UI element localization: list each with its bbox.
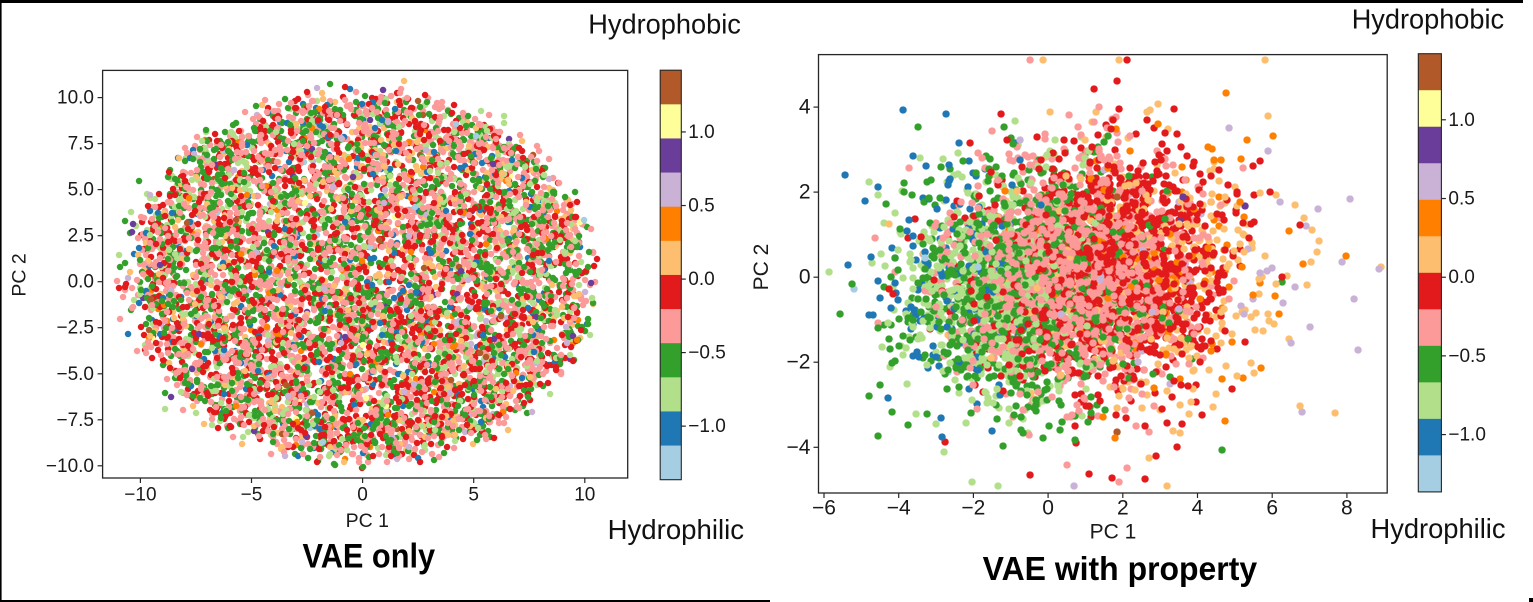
svg-text:5.0: 5.0 — [68, 180, 94, 201]
svg-text:VAE only: VAE only — [303, 538, 436, 576]
svg-text:PC 1: PC 1 — [346, 510, 389, 532]
svg-text:−10.0: −10.0 — [46, 456, 94, 477]
svg-text:−0.5: −0.5 — [688, 343, 726, 364]
svg-text:0.0: 0.0 — [68, 272, 94, 293]
svg-text:10: 10 — [574, 485, 595, 506]
svg-text:0.5: 0.5 — [688, 196, 714, 217]
svg-text:0: 0 — [1042, 497, 1054, 520]
svg-text:Hydrophobic: Hydrophobic — [588, 8, 741, 39]
svg-text:1.0: 1.0 — [688, 122, 714, 143]
svg-text:PC 1: PC 1 — [1090, 521, 1137, 544]
svg-text:4: 4 — [799, 96, 811, 119]
svg-text:−1.0: −1.0 — [1448, 425, 1486, 446]
svg-text:7.5: 7.5 — [68, 134, 94, 155]
svg-text:VAE with property: VAE with property — [983, 550, 1258, 587]
svg-text:PC 2: PC 2 — [9, 253, 31, 296]
svg-text:0: 0 — [799, 266, 811, 289]
svg-text:−0.5: −0.5 — [1448, 346, 1486, 367]
svg-text:Hydrophilic: Hydrophilic — [608, 514, 744, 545]
svg-text:−5: −5 — [241, 485, 263, 506]
svg-text:−2: −2 — [961, 497, 985, 520]
svg-text:2.5: 2.5 — [68, 226, 94, 247]
svg-text:8: 8 — [1341, 497, 1353, 520]
svg-text:1.0: 1.0 — [1448, 110, 1474, 131]
svg-text:−5.0: −5.0 — [56, 364, 94, 385]
svg-text:−2.5: −2.5 — [56, 318, 94, 339]
svg-text:−6: −6 — [812, 497, 836, 520]
svg-text:−10: −10 — [124, 485, 156, 506]
svg-text:4: 4 — [1192, 497, 1204, 520]
svg-text:0: 0 — [357, 485, 368, 506]
svg-text:−4: −4 — [787, 436, 811, 459]
svg-text:0.0: 0.0 — [1448, 267, 1474, 288]
svg-text:6: 6 — [1266, 497, 1278, 520]
svg-text:10.0: 10.0 — [57, 88, 94, 109]
svg-text:PC 2: PC 2 — [750, 244, 773, 291]
svg-text:2: 2 — [799, 181, 811, 204]
svg-text:−2: −2 — [787, 351, 811, 374]
svg-text:0.5: 0.5 — [1448, 189, 1474, 210]
svg-text:2: 2 — [1117, 497, 1129, 520]
svg-text:5: 5 — [468, 485, 479, 506]
svg-text:−4: −4 — [887, 497, 911, 520]
svg-text:Hydrophilic: Hydrophilic — [1371, 513, 1506, 544]
svg-text:0.0: 0.0 — [688, 269, 714, 290]
svg-text:−1.0: −1.0 — [688, 416, 726, 437]
svg-text:−7.5: −7.5 — [56, 410, 94, 431]
svg-text:Hydrophobic: Hydrophobic — [1352, 4, 1504, 35]
